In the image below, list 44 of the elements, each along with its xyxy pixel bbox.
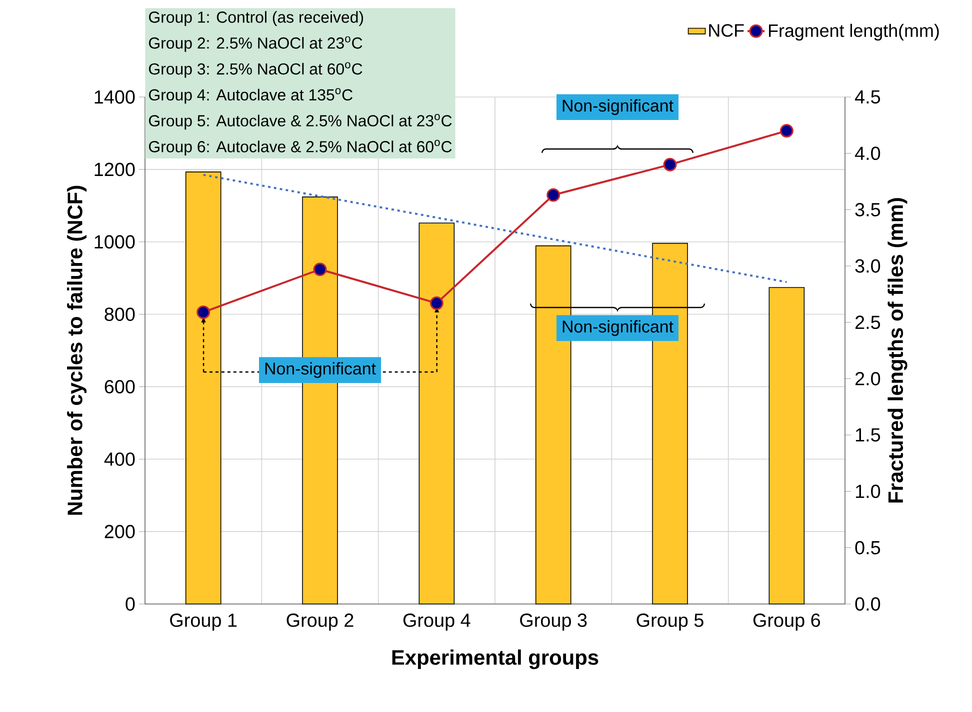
point xyxy=(430,296,444,310)
y-tick-label: 1000 xyxy=(94,235,135,249)
x-tick-label: Group 2 xyxy=(286,614,354,631)
annotation: Group 5: Autoclave & 2.5% NaOCl at 23$^{o}$C xyxy=(148,114,452,130)
annotation: Non-significant xyxy=(562,99,674,116)
x-tick-label: Group 3 xyxy=(520,614,587,631)
y-tick-label: 1400 xyxy=(94,90,135,104)
point xyxy=(663,158,677,172)
point xyxy=(780,124,794,138)
point xyxy=(313,262,327,276)
y2-tick-label: 3.0 xyxy=(855,259,880,273)
text: Group 3: 2.5% NaOCl at 60$^{o}$C xyxy=(148,62,362,78)
x-tick-label: Group 5 xyxy=(636,614,704,631)
y-tick-label: 200 xyxy=(104,524,135,538)
x-tick-label: Group 1 xyxy=(170,614,237,631)
y-tick-label: 1200 xyxy=(94,162,135,176)
y2-tick-label: 2.0 xyxy=(855,372,880,386)
annotation: Non-significant xyxy=(265,362,376,378)
y2-tick-label: 1.0 xyxy=(856,484,880,498)
y2-tick-label: 0.5 xyxy=(855,540,880,554)
y2-tick-label: 3.5 xyxy=(855,202,880,216)
x-tick-label: Group 6 xyxy=(753,614,820,631)
y-tick-label: 400 xyxy=(104,452,135,466)
annotation: Group 4: Autoclave at 135$^{o}$C xyxy=(148,88,352,104)
y2-tick-label: 2.5 xyxy=(855,316,880,330)
y2-tick-label: 4.5 xyxy=(854,90,880,104)
legend-label: NCF xyxy=(709,24,744,37)
text: Group 1: Control (as received) xyxy=(148,11,364,26)
y2-tick-label: 1.5 xyxy=(856,428,880,442)
x-tick-label: Group 4 xyxy=(403,614,470,631)
point xyxy=(546,188,560,202)
x-axis-title: Experimental groups xyxy=(392,650,598,670)
y2-axis-title: Fractured lengths of files (mm) xyxy=(888,198,908,503)
legend-label: Fragment length(mm) xyxy=(768,24,939,41)
y2-tick-label: 0.0 xyxy=(855,597,880,611)
y-tick-label: 800 xyxy=(104,308,135,321)
annotation: Group 6: Autoclave & 2.5% NaOCl at 60$^{o}$C xyxy=(148,140,452,156)
point xyxy=(196,305,210,319)
y-axis-title: Number of cycles to failure (NCF) xyxy=(67,186,87,515)
annotation: Non-significant xyxy=(562,320,674,336)
y-tick-label: 600 xyxy=(104,380,135,394)
text: Group 2: 2.5% NaOCl at 23$^{o}$C xyxy=(148,36,362,52)
y2-tick-label: 4.0 xyxy=(854,146,880,160)
y-tick-label: 0 xyxy=(126,597,135,611)
